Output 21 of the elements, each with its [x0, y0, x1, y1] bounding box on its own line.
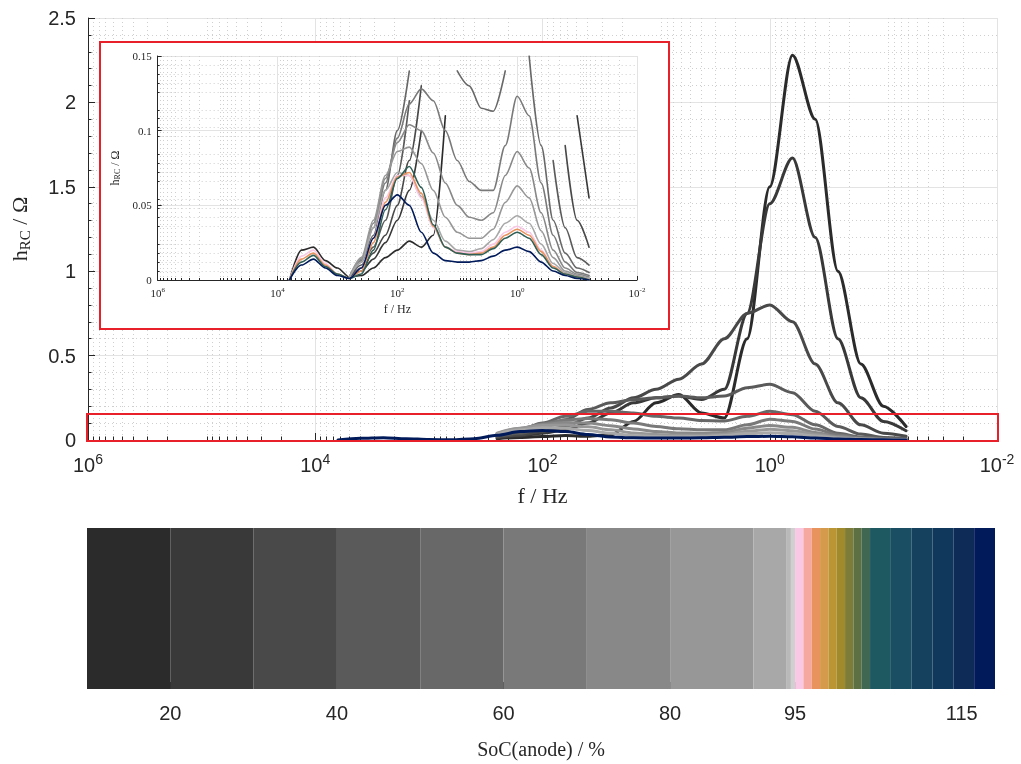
x-tick-label: 80 [658, 702, 682, 724]
x-tick-label: 60 [492, 702, 515, 724]
x-tick-label: 20 [159, 702, 182, 724]
y-tick-label: 1.5 [48, 175, 76, 198]
y-tick-label: 0.15 [132, 50, 153, 62]
y-tick-label: 0 [146, 274, 153, 286]
x-axis-title: f / Hz [517, 482, 568, 508]
y-tick-label: 0 [64, 429, 76, 451]
y-tick-label: 0.1 [137, 124, 152, 137]
x-axis-title: SoC(anode) / % [477, 738, 605, 761]
x-tick-label: 115 [945, 702, 978, 724]
x-tick-label: 95 [783, 702, 807, 724]
y-tick-label: 2 [64, 91, 76, 114]
x-tick-label: 40 [325, 702, 349, 724]
y-tick-label: 0.5 [48, 344, 76, 367]
y-axis-title: hRC / Ω [7, 196, 33, 262]
y-tick-label: 1 [64, 260, 76, 283]
y-axis-title: hRC / Ω [108, 150, 122, 186]
y-tick-label: 2.5 [48, 7, 76, 29]
x-axis-title: f / Hz [383, 301, 411, 316]
y-tick-label: 0.05 [132, 199, 153, 212]
